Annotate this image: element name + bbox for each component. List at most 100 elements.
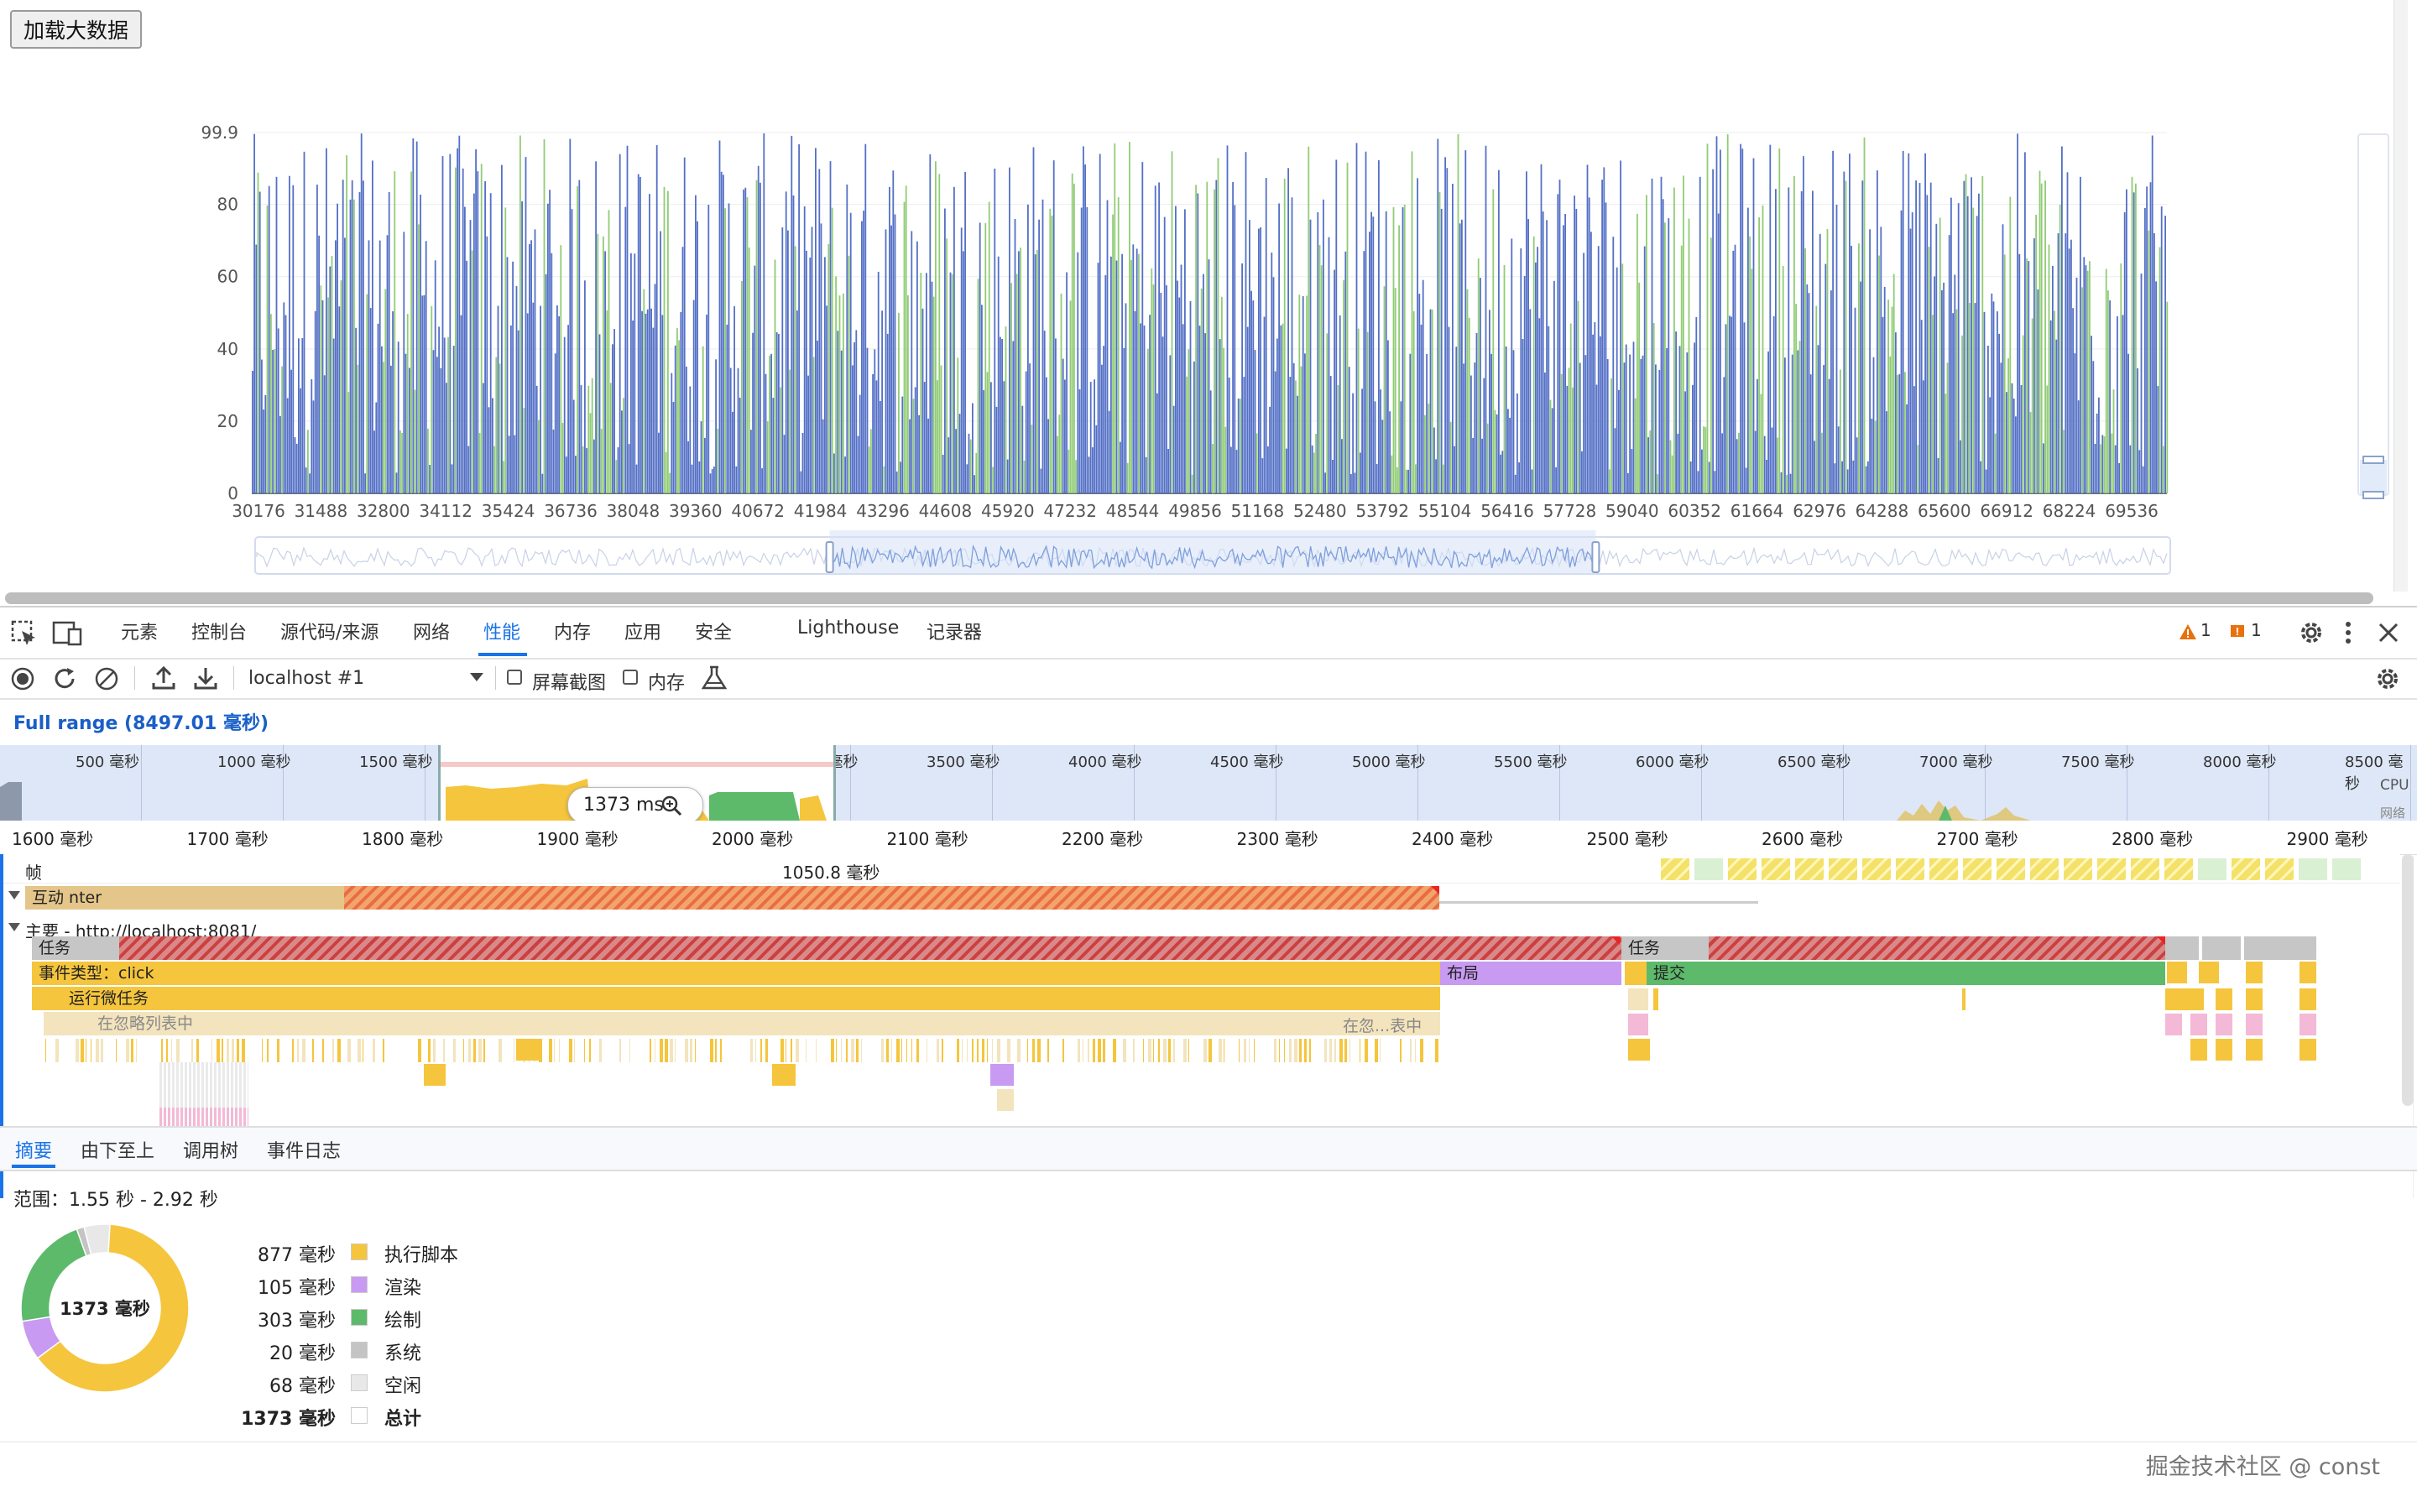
tab-sources[interactable]: 源代码/来源 — [280, 623, 379, 644]
screenshot-checkbox[interactable] — [507, 670, 522, 685]
task-slice[interactable] — [2246, 988, 2263, 1010]
tab-elements[interactable]: 元素 — [121, 623, 159, 644]
tab-console[interactable]: 控制台 — [191, 623, 248, 644]
microtasks-bar[interactable]: 运行微任务 — [32, 987, 1440, 1010]
task-slice[interactable] — [1962, 988, 1965, 1010]
frame-box[interactable] — [1861, 858, 1892, 881]
tab-call-tree[interactable]: 调用树 — [183, 1141, 239, 1162]
tab-summary[interactable]: 摘要 — [15, 1141, 53, 1162]
frame-box[interactable] — [2331, 858, 2362, 881]
tab-memory[interactable]: 内存 — [554, 623, 592, 644]
page-vertical-scrollbar[interactable] — [2394, 0, 2408, 592]
record-icon[interactable] — [10, 666, 35, 691]
zoom-in-icon[interactable] — [660, 795, 682, 816]
flame-scrollbar[interactable] — [2402, 854, 2414, 1106]
frame-box[interactable] — [2063, 858, 2093, 881]
issue-flag-icon[interactable] — [2229, 623, 2247, 641]
collapse-triangle-icon[interactable] — [8, 891, 20, 901]
frame-box[interactable] — [2029, 858, 2059, 881]
range-breadcrumb[interactable]: Full range (8497.01 毫秒) — [0, 698, 2417, 737]
frame-box[interactable] — [2197, 858, 2227, 881]
task-slice[interactable] — [2190, 1039, 2207, 1061]
task-slice[interactable] — [997, 1089, 1014, 1111]
frame-box[interactable] — [2164, 858, 2194, 881]
warning-icon[interactable] — [2179, 623, 2197, 641]
frame-box[interactable] — [2130, 858, 2160, 881]
task-slice[interactable] — [772, 1064, 796, 1086]
warning-count[interactable]: 1 — [2200, 620, 2211, 640]
task-slice[interactable] — [2300, 1014, 2316, 1035]
page-horizontal-scrollbar[interactable] — [5, 592, 2373, 604]
settings-gear-icon[interactable] — [2296, 618, 2326, 648]
task-slice[interactable] — [2190, 1014, 2207, 1035]
upload-profile-icon[interactable] — [151, 665, 176, 691]
frame-box[interactable] — [2096, 858, 2127, 881]
task-slice[interactable] — [2199, 962, 2219, 983]
memory-checkbox[interactable] — [623, 670, 638, 685]
task-slice[interactable] — [2216, 1039, 2232, 1061]
inspect-element-icon[interactable] — [10, 619, 39, 648]
frame-box[interactable] — [1962, 858, 1992, 881]
more-options-icon[interactable] — [2341, 618, 2355, 648]
frame-box[interactable] — [1660, 858, 1690, 881]
clear-icon[interactable] — [94, 666, 119, 691]
tab-security[interactable]: 安全 — [695, 623, 733, 644]
long-task-overlay[interactable] — [119, 936, 1621, 960]
task-slice[interactable] — [2246, 1039, 2263, 1061]
garbage-collect-icon[interactable] — [700, 665, 728, 691]
chevron-down-icon[interactable] — [470, 673, 483, 683]
target-select[interactable]: localhost #1 — [248, 668, 365, 689]
layout-bar[interactable]: 布局 — [1440, 962, 1621, 985]
load-big-data-button[interactable]: 加载大数据 — [10, 10, 143, 49]
frame-box[interactable] — [1794, 858, 1824, 881]
interactions-track-label[interactable]: 互动 nter — [25, 886, 344, 910]
task-slice[interactable] — [1653, 988, 1658, 1010]
task-slice[interactable] — [516, 1039, 540, 1061]
full-range-label[interactable]: Full range (8497.01 毫秒) — [13, 713, 269, 734]
frame-box[interactable] — [1828, 858, 1858, 881]
task-slice[interactable] — [2216, 988, 2232, 1010]
tab-network[interactable]: 网络 — [413, 623, 451, 644]
task-slice[interactable] — [1628, 1014, 1648, 1035]
task-slice[interactable] — [1628, 1039, 1650, 1061]
close-devtools-icon[interactable] — [2375, 619, 2402, 646]
long-task-overlay[interactable] — [1709, 936, 2165, 960]
event-click-bar[interactable]: 事件类型：click — [32, 962, 1440, 985]
frame-box[interactable] — [2298, 858, 2328, 881]
task-bar[interactable]: 任务 — [32, 936, 119, 960]
tab-performance[interactable]: 性能 — [483, 623, 521, 644]
frame-box[interactable] — [1996, 858, 2026, 881]
frame-box[interactable] — [1895, 858, 1925, 881]
task-slice[interactable] — [990, 1064, 1014, 1086]
frame-box[interactable] — [1929, 858, 1959, 881]
task-slice[interactable] — [2300, 962, 2316, 983]
collapse-triangle-icon[interactable] — [8, 923, 20, 933]
download-profile-icon[interactable] — [193, 665, 218, 691]
commit-bar[interactable]: 提交 — [1647, 962, 2165, 985]
frame-box[interactable] — [1727, 858, 1757, 881]
task-slice[interactable] — [2165, 988, 2189, 1010]
task-slice[interactable] — [424, 1064, 446, 1086]
tab-lighthouse[interactable]: Lighthouse — [797, 618, 900, 639]
tab-recorder[interactable]: 记录器 — [927, 623, 983, 644]
task-slice[interactable] — [2167, 962, 2187, 983]
task-slice[interactable] — [2246, 962, 2263, 983]
ignore-list-bar[interactable]: 在忽略列表中 — [44, 1012, 1440, 1035]
tab-bottom-up[interactable]: 由下至上 — [81, 1141, 155, 1162]
interaction-bar[interactable] — [344, 886, 1439, 910]
task-bar[interactable]: 任务 — [1621, 936, 1709, 960]
task-slice[interactable] — [2246, 1014, 2263, 1035]
frame-box[interactable] — [1761, 858, 1791, 881]
capture-settings-icon[interactable] — [2373, 665, 2402, 693]
device-toolbar-icon[interactable] — [50, 619, 84, 648]
tab-event-log[interactable]: 事件日志 — [267, 1141, 342, 1162]
frame-duration[interactable]: 1050.8 毫秒 — [782, 863, 880, 883]
selection-duration-badge[interactable]: 1373 ms — [567, 787, 703, 824]
tab-application[interactable]: 应用 — [624, 623, 662, 644]
task-slice[interactable] — [2216, 1014, 2232, 1035]
frames-track-label[interactable]: 帧 — [25, 863, 42, 883]
frame-box[interactable] — [1694, 858, 1724, 881]
issue-count[interactable]: 1 — [2251, 620, 2262, 640]
reload-record-icon[interactable] — [52, 666, 77, 691]
